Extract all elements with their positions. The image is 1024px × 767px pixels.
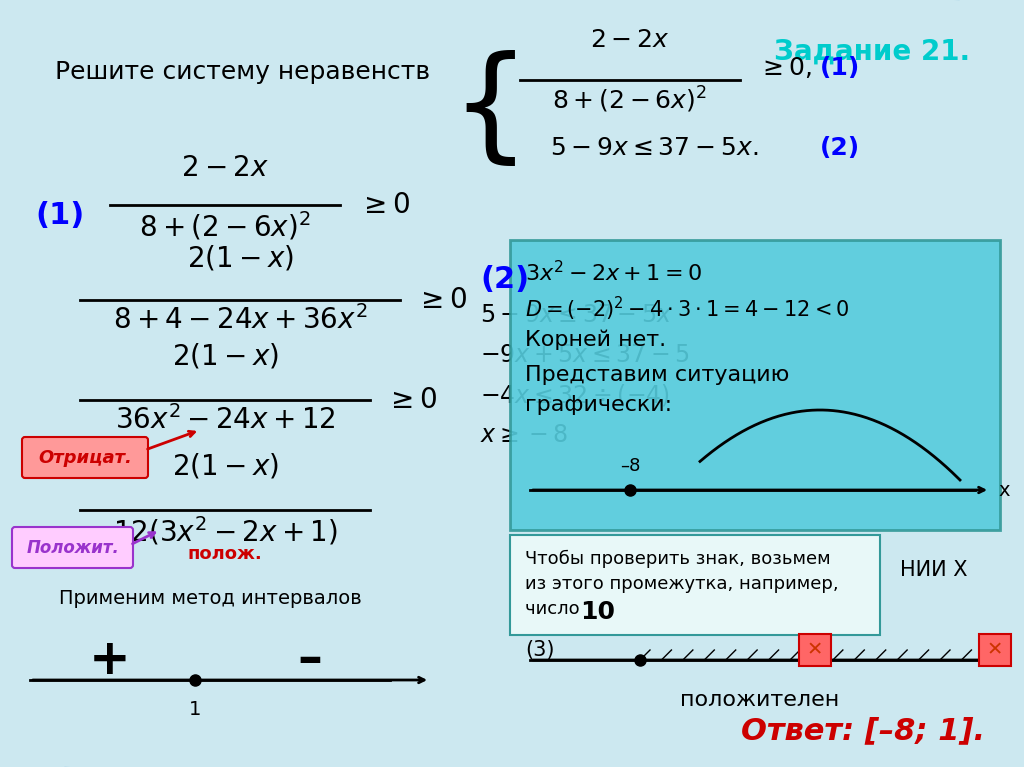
Text: $8 + 4 - 24x + 36x^2$: $8 + 4 - 24x + 36x^2$ [113, 305, 368, 335]
Text: $36x^2 - 24x + 12$: $36x^2 - 24x + 12$ [115, 405, 335, 435]
FancyBboxPatch shape [799, 634, 831, 666]
Text: $2 - 2x$: $2 - 2x$ [181, 154, 269, 182]
Text: {: { [451, 50, 529, 170]
Text: ✕: ✕ [987, 640, 1004, 660]
Text: $-9x + 5x \leq 37 - 5$: $-9x + 5x \leq 37 - 5$ [480, 343, 690, 367]
Text: Представим ситуацию: Представим ситуацию [525, 365, 790, 385]
Text: Отрицат.: Отрицат. [38, 449, 132, 467]
Text: –8: –8 [620, 457, 640, 475]
Text: (2): (2) [820, 136, 860, 160]
Text: $12\left(3x^2 - 2x + 1\right)$: $12\left(3x^2 - 2x + 1\right)$ [113, 515, 338, 548]
Text: (1): (1) [820, 56, 860, 80]
Text: x: x [998, 480, 1010, 499]
FancyBboxPatch shape [22, 437, 148, 478]
Text: $8 + (2 - 6x)^2$: $8 + (2 - 6x)^2$ [139, 210, 311, 243]
Text: –: – [298, 636, 323, 684]
Text: $8 + (2 - 6x)^2$: $8 + (2 - 6x)^2$ [553, 85, 708, 115]
Text: +: + [89, 636, 131, 684]
FancyBboxPatch shape [12, 527, 133, 568]
Text: число: число [525, 600, 586, 618]
Text: $2(1 - x)$: $2(1 - x)$ [171, 341, 279, 370]
FancyBboxPatch shape [979, 634, 1011, 666]
Text: $2(1 - x)$: $2(1 - x)$ [171, 451, 279, 480]
Text: Применим метод интервалов: Применим метод интервалов [58, 588, 361, 607]
Text: графически:: графически: [525, 395, 672, 415]
Text: Чтобы проверить знак, возьмем: Чтобы проверить знак, возьмем [525, 550, 830, 568]
Text: (1): (1) [35, 200, 84, 229]
Text: Задание 21.: Задание 21. [774, 38, 970, 66]
Text: $5 - 9x \leq 37 - 5x$: $5 - 9x \leq 37 - 5x$ [480, 303, 673, 327]
Text: $\geq 0,$: $\geq 0,$ [758, 55, 812, 81]
Text: $5 - 9x \leq 37 - 5x.$: $5 - 9x \leq 37 - 5x.$ [550, 136, 759, 160]
FancyBboxPatch shape [510, 240, 1000, 530]
Text: $\geq 0$: $\geq 0$ [415, 286, 467, 314]
Text: НИИ X: НИИ X [900, 560, 968, 580]
Text: $2(1 - x)$: $2(1 - x)$ [186, 244, 294, 273]
Text: $\geq 0$: $\geq 0$ [385, 386, 437, 414]
Text: Положит.: Положит. [27, 539, 120, 557]
Text: полож.: полож. [187, 545, 262, 563]
Text: $x \geq -8$: $x \geq -8$ [480, 423, 568, 447]
Text: Корней нет.: Корней нет. [525, 330, 667, 351]
Text: положителен: положителен [680, 690, 840, 710]
FancyBboxPatch shape [510, 535, 880, 635]
Text: $D = (-2)^2 - 4 \cdot 3 \cdot 1 = 4 - 12 < 0$: $D = (-2)^2 - 4 \cdot 3 \cdot 1 = 4 - 12… [525, 295, 850, 323]
Text: $-4x \leq 32 \div (-4)$: $-4x \leq 32 \div (-4)$ [480, 382, 670, 408]
Text: $3x^2 - 2x + 1 = 0$: $3x^2 - 2x + 1 = 0$ [525, 260, 702, 285]
Text: $\geq 0$: $\geq 0$ [358, 191, 410, 219]
Text: Ответ: [–8; 1].: Ответ: [–8; 1]. [741, 716, 985, 745]
Text: Решите систему неравенств: Решите систему неравенств [55, 60, 430, 84]
Text: ✕: ✕ [807, 640, 823, 660]
Text: $2 - 2x$: $2 - 2x$ [590, 28, 670, 52]
Text: (3): (3) [525, 640, 555, 660]
Text: из этого промежутка, например,: из этого промежутка, например, [525, 575, 839, 593]
Text: 1: 1 [188, 700, 201, 719]
Text: 10: 10 [580, 600, 615, 624]
Text: (2): (2) [480, 265, 529, 295]
